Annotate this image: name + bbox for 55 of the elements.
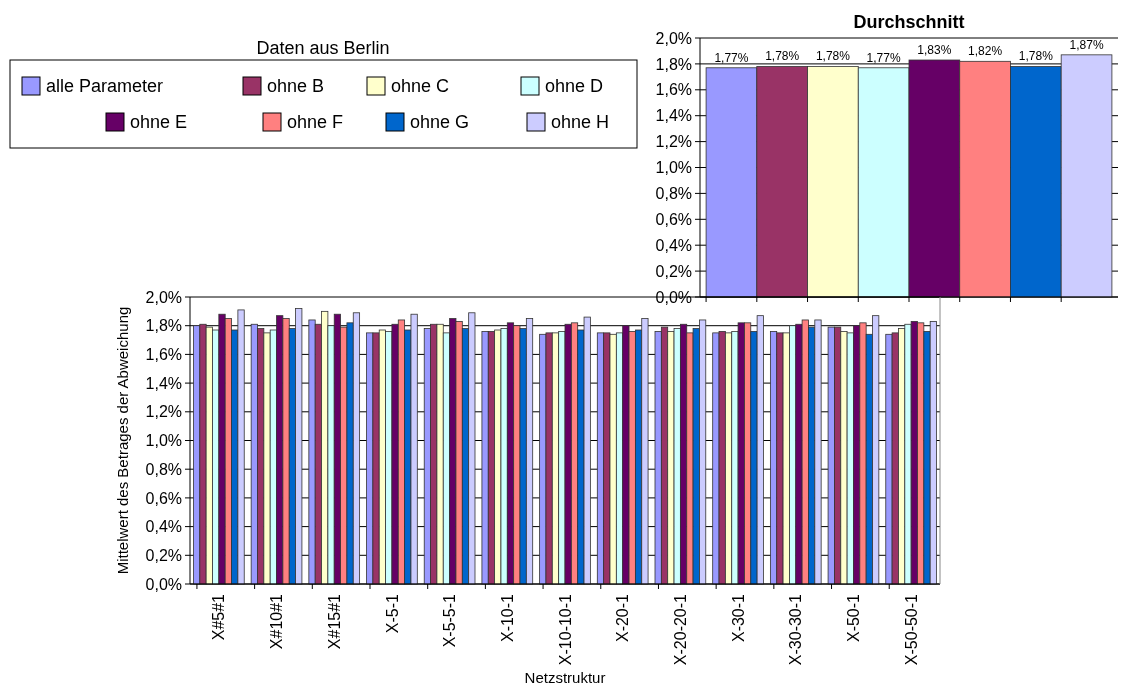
y-tick-label: 1,8% <box>655 55 692 73</box>
y-tick-label: 1,6% <box>655 81 692 99</box>
y-tick-label: 0,8% <box>145 460 182 478</box>
y-tick-label: 1,4% <box>145 374 182 392</box>
y-tick-label: 0,6% <box>655 210 692 228</box>
data-label: 1,78% <box>765 49 800 64</box>
legend-label: ohne B <box>267 76 325 97</box>
data-label: 1,77% <box>866 50 901 65</box>
chart-title: Durchschnitt <box>853 12 965 32</box>
x-tick-label: X#15#1 <box>325 593 343 650</box>
legend-label: ohne F <box>287 112 344 133</box>
x-tick-label: X-30-30-1 <box>787 593 805 666</box>
x-tick-label: X-5-5-1 <box>441 593 459 648</box>
y-tick-label: 1,2% <box>145 403 182 421</box>
legend-label: ohne C <box>391 76 450 97</box>
y-tick-label: 0,0% <box>655 288 692 306</box>
y-tick-label: 0,8% <box>655 185 692 202</box>
y-tick-label: 0,4% <box>655 236 692 254</box>
data-label: 1,87% <box>1069 37 1104 52</box>
legend-label: ohne H <box>551 112 610 133</box>
legend-label: ohne G <box>410 112 470 133</box>
y-tick-label: 1,4% <box>655 107 692 125</box>
data-label: 1,78% <box>815 49 851 64</box>
y-tick-label: 0,2% <box>145 546 182 564</box>
x-tick-label: X-10-10-1 <box>556 593 574 666</box>
x-tick-label: X-5-1 <box>383 593 401 634</box>
y-axis-title: Mittelwert des Betrages der Abweichung <box>114 306 131 575</box>
x-tick-label: X-30-1 <box>729 593 747 643</box>
x-tick-label: X-50-1 <box>845 593 863 643</box>
y-tick-label: 0,2% <box>655 262 692 280</box>
y-tick-label: 2,0% <box>655 29 692 47</box>
legend-title: Daten aus Berlin <box>256 38 390 58</box>
legend-label: ohne D <box>545 76 604 97</box>
y-tick-label: 1,6% <box>145 346 182 363</box>
y-tick-label: 1,0% <box>145 432 182 450</box>
y-tick-label: 0,0% <box>145 575 182 593</box>
data-label: 1,78% <box>1018 49 1054 64</box>
data-label: 1,82% <box>968 44 1003 59</box>
x-axis-title: Netzstruktur <box>524 669 606 686</box>
x-tick-label: X-20-1 <box>614 593 632 643</box>
y-tick-label: 0,4% <box>145 518 182 536</box>
x-tick-label: X#5#1 <box>210 593 228 641</box>
legend-label: alle Parameter <box>46 76 164 97</box>
data-label: 1,77% <box>714 50 749 65</box>
y-tick-label: 2,0% <box>145 288 182 306</box>
y-tick-label: 0,6% <box>145 489 182 507</box>
x-tick-label: X-10-1 <box>498 593 516 643</box>
legend-label: ohne E <box>130 112 188 133</box>
x-tick-label: X#10#1 <box>268 593 286 650</box>
data-label: 1,83% <box>917 43 952 58</box>
y-tick-label: 1,2% <box>655 133 692 151</box>
y-tick-label: 1,0% <box>655 159 692 177</box>
y-tick-label: 1,8% <box>145 317 182 335</box>
x-tick-label: X-50-50-1 <box>902 593 920 666</box>
x-tick-label: X-20-20-1 <box>671 593 689 666</box>
